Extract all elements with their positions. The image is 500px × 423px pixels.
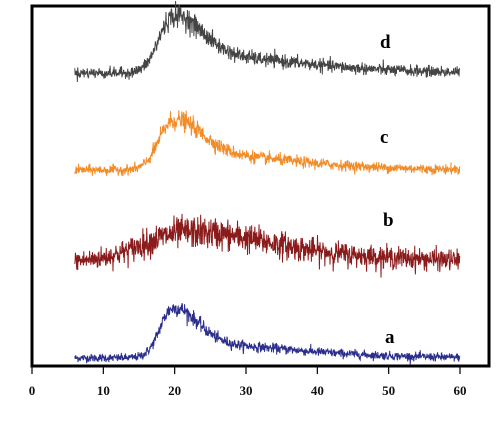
series-layer [74,1,461,365]
series-label-c: c [380,127,388,148]
series-line-d [74,1,460,83]
series-label-d: d [380,32,391,53]
series-line-c [74,110,461,177]
series-label-b: b [383,210,394,231]
x-tick-label-40: 40 [311,383,324,398]
series-labels: a b c d [380,32,395,348]
x-tick-label-0: 0 [29,383,36,398]
x-tick-label-60: 60 [454,383,467,398]
x-tick-label-20: 20 [168,383,181,398]
x-tick-label-10: 10 [97,383,110,398]
x-axis: 0 10 20 30 40 50 60 [29,366,467,398]
x-tick-label-50: 50 [382,383,395,398]
series-line-a [74,303,461,365]
series-label-a: a [385,327,395,348]
plot-frame [30,4,491,368]
series-line-b [74,213,461,278]
x-tick-label-30: 30 [240,383,253,398]
